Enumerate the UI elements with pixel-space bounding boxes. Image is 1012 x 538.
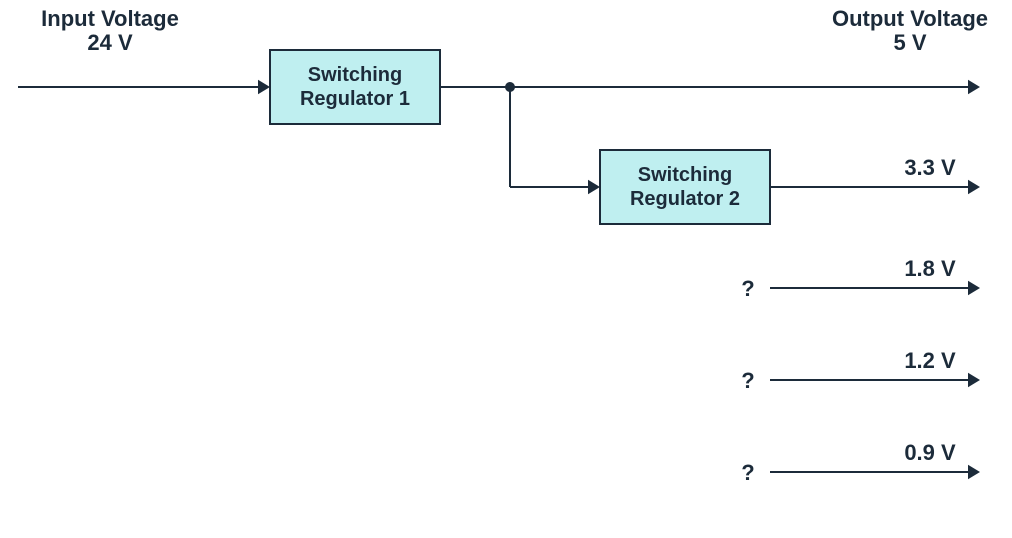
output-rail-0-label: 3.3 V [904,155,956,180]
input-voltage-label: Input Voltage [41,6,179,31]
reg1-label-line2: Regulator 1 [300,88,410,110]
output-rail-2-question: ? [741,368,754,393]
reg2-box [600,150,770,224]
junction-node [505,82,515,92]
reg2-label-line1: Switching [638,164,732,186]
reg1-label-line1: Switching [308,64,402,86]
output-rail-1-arrowhead [968,281,980,295]
reg1-box [270,50,440,124]
wire-in_to_reg1-arrowhead [258,80,270,94]
output-rail-1-label: 1.8 V [904,256,956,281]
output-rail-2-arrowhead [968,373,980,387]
output-rail-3-arrowhead [968,465,980,479]
output-rail-1-question: ? [741,276,754,301]
wire-reg1_out-arrowhead [968,80,980,94]
output-rail-3-label: 0.9 V [904,440,956,465]
output-voltage-value: 5 V [893,30,926,55]
output-rail-2-label: 1.2 V [904,348,956,373]
reg2-label-line2: Regulator 2 [630,188,740,210]
wire-tee_to_reg2-arrowhead [588,180,600,194]
output-voltage-label: Output Voltage [832,6,988,31]
output-rail-3-question: ? [741,460,754,485]
output-rail-0-arrowhead [968,180,980,194]
input-voltage-value: 24 V [87,30,133,55]
